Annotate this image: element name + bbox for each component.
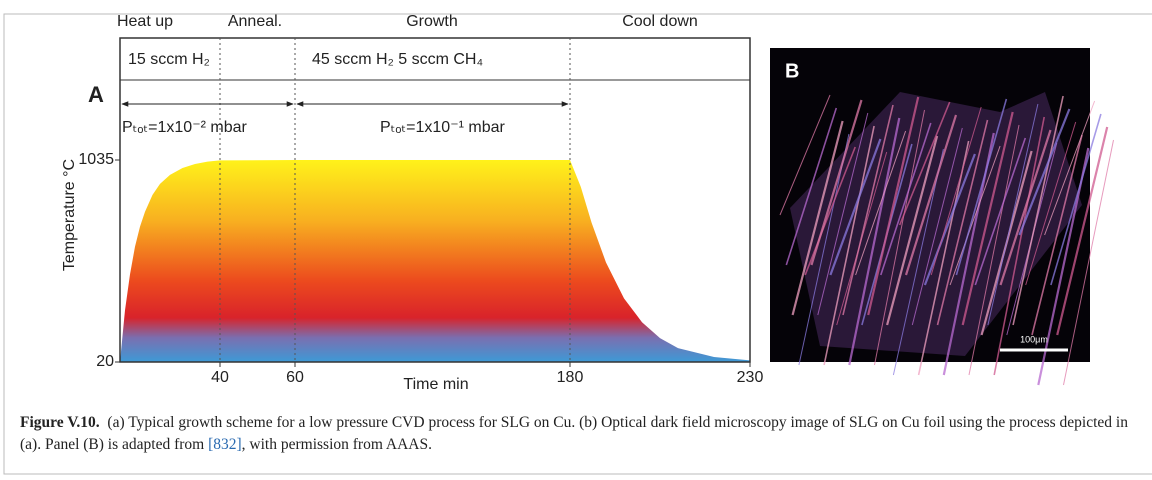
streak xyxy=(817,112,869,316)
chart-a: A Time min Temperature °C xyxy=(61,82,468,393)
streak xyxy=(949,145,1001,286)
streak xyxy=(993,116,1045,376)
streaks xyxy=(779,94,1114,386)
streak xyxy=(855,130,907,276)
flake xyxy=(790,92,1082,356)
streak xyxy=(917,140,970,376)
streak xyxy=(1056,126,1109,336)
frame xyxy=(3,13,1152,475)
panel-label: A xyxy=(88,82,104,107)
streak xyxy=(974,137,1027,286)
streak xyxy=(892,148,944,376)
streak xyxy=(810,99,863,266)
y-tick-label: 1035 xyxy=(78,151,114,168)
plot-frame xyxy=(119,37,751,363)
streak xyxy=(880,122,932,276)
reference-link[interactable]: [832] xyxy=(208,436,242,453)
caption-label: Figure V.10. xyxy=(20,414,100,431)
y-tick-label: 20 xyxy=(96,353,114,370)
x-axis-label: Time min xyxy=(403,376,468,393)
temperature-area xyxy=(120,160,750,362)
streak xyxy=(936,119,989,326)
streak xyxy=(829,138,882,276)
panel-label: B xyxy=(785,60,799,82)
streak xyxy=(911,127,963,326)
streak xyxy=(791,120,844,316)
phase-label: Anneal. xyxy=(228,13,282,30)
streak xyxy=(898,101,951,226)
streak xyxy=(987,103,1039,326)
scale-bar-label: 100μm xyxy=(1020,334,1048,344)
caption-text: (a) Typical growth scheme for a low pres… xyxy=(20,414,1128,453)
pressure-label: Pₜₒₜ=1x10⁻² mbar xyxy=(122,119,248,136)
streak xyxy=(999,129,1052,286)
phase-label: Heat up xyxy=(117,13,173,30)
streak xyxy=(1044,100,1096,236)
streak xyxy=(923,153,976,286)
streak xyxy=(1063,139,1114,386)
phase-label: Cool down xyxy=(622,13,698,30)
y-axis-label: Temperature °C xyxy=(61,159,78,271)
x-tick-label: 230 xyxy=(737,369,764,386)
streak xyxy=(848,117,901,366)
x-tick-label: 60 xyxy=(286,369,304,386)
gas-label: 15 sccm H₂ xyxy=(128,51,210,68)
streak xyxy=(867,96,920,316)
streak xyxy=(785,107,838,266)
streak xyxy=(930,106,982,276)
streak xyxy=(1050,113,1102,286)
image-b: B 100μm xyxy=(770,48,1114,386)
x-tick-label: 180 xyxy=(557,369,584,386)
streak xyxy=(904,114,958,276)
streak xyxy=(842,104,894,316)
pressure-label: Pₜₒₜ=1x10⁻¹ mbar xyxy=(380,119,506,136)
gas-label: 45 sccm H₂ 5 sccm CH₄ xyxy=(312,51,483,68)
streak xyxy=(961,111,1014,326)
streak xyxy=(1031,134,1083,336)
streak xyxy=(968,124,1020,376)
caption: Figure V.10. (a) Typical growth scheme f… xyxy=(20,412,1130,456)
caption-text: , with permission from AAAS. xyxy=(241,436,432,453)
streak xyxy=(874,109,925,366)
streak xyxy=(1025,121,1077,286)
streak xyxy=(779,94,831,216)
phase-label: Growth xyxy=(406,13,458,30)
streak xyxy=(823,125,875,366)
streak xyxy=(886,135,939,326)
x-tick-label: 40 xyxy=(211,369,229,386)
streak xyxy=(1012,95,1064,326)
streak xyxy=(1018,108,1071,236)
streak xyxy=(955,98,1008,276)
streak xyxy=(804,146,856,276)
